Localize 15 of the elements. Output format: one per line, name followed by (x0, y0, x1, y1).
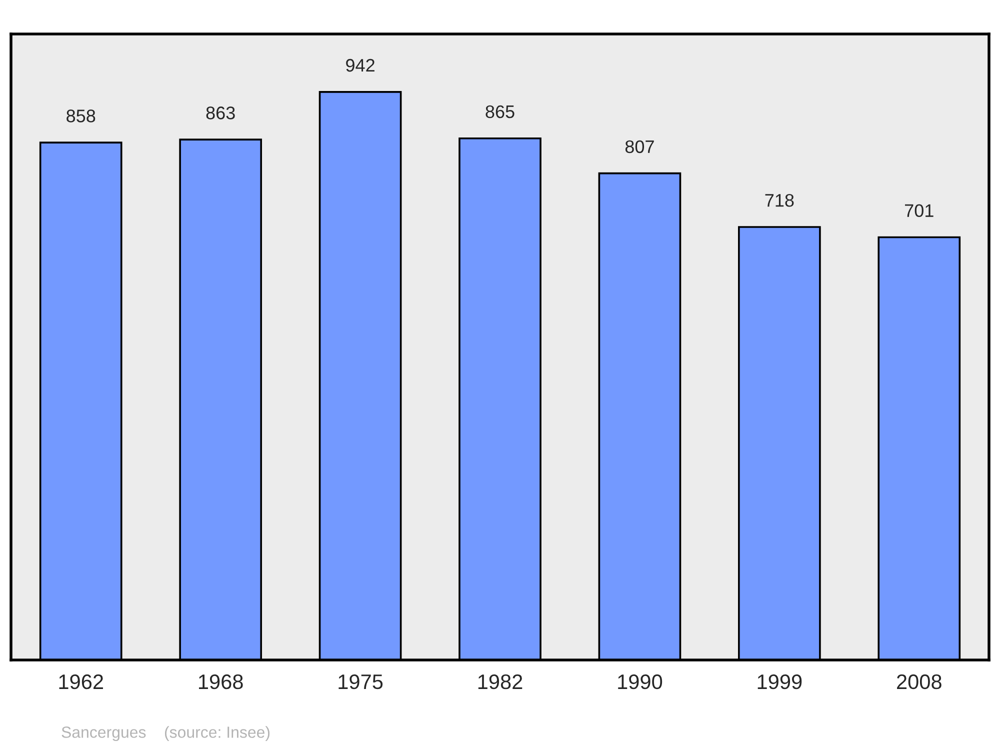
data-label: 701 (905, 204, 934, 218)
data-label: 718 (765, 194, 794, 207)
x-tick-label: 1975 (338, 674, 383, 690)
data-label: 942 (346, 58, 374, 72)
x-tick-label: 1962 (59, 674, 103, 690)
data-label: 865 (486, 105, 514, 118)
data-label: 858 (66, 110, 96, 122)
x-tick-label: 1990 (618, 674, 662, 690)
x-tick-label: 2008 (897, 674, 942, 690)
data-label: 807 (625, 140, 654, 154)
data-label: 863 (206, 106, 235, 120)
x-tick-label: 1982 (478, 674, 522, 690)
x-tick-label: 1999 (758, 674, 802, 690)
x-tick-label: 1968 (198, 674, 243, 690)
text: Sancergues (source: Insee) (62, 726, 270, 742)
